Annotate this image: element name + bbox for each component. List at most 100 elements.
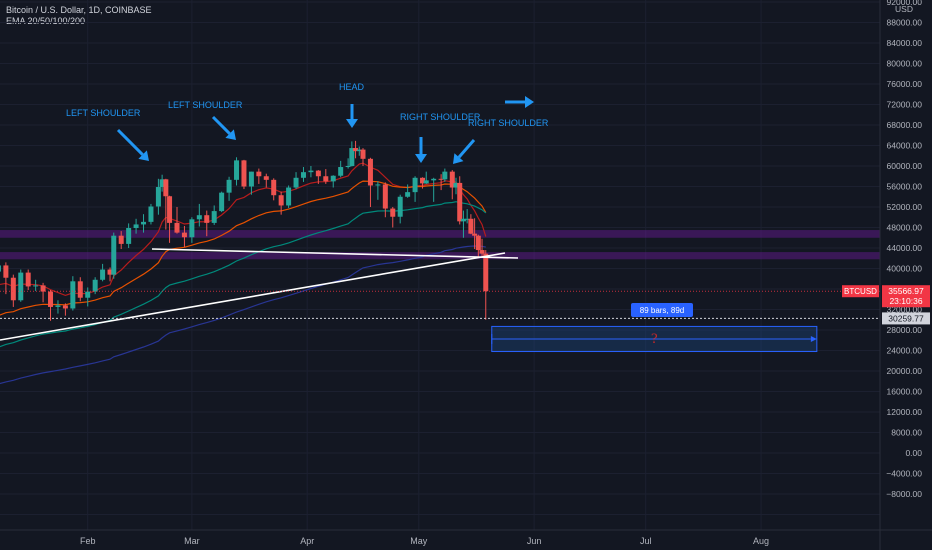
price-tick-label: 52000.00 bbox=[887, 202, 923, 212]
price-tick-label: 48000.00 bbox=[887, 223, 923, 233]
candle-body bbox=[457, 182, 463, 222]
candle-body bbox=[472, 233, 478, 236]
drawings[interactable]: LEFT SHOULDER LEFT SHOULDER HEAD RIGHT SHOU… bbox=[0, 82, 880, 353]
price-tick-label: 60000.00 bbox=[887, 161, 923, 171]
price-tick-label: 76000.00 bbox=[887, 79, 923, 89]
arrow-right-shoulder-2-shaft bbox=[457, 139, 476, 159]
candle-body bbox=[349, 148, 355, 166]
ema100-line bbox=[0, 201, 487, 348]
resistance-zone bbox=[0, 230, 880, 238]
candle-body bbox=[48, 291, 54, 307]
candle-body bbox=[308, 170, 314, 173]
price-tick-label: 24000.00 bbox=[887, 346, 923, 356]
candles bbox=[0, 140, 489, 321]
candle-body bbox=[204, 215, 210, 223]
annotation-label: LEFT SHOULDER bbox=[168, 100, 243, 110]
candle-body bbox=[338, 167, 344, 176]
price-tick-label: 40000.00 bbox=[887, 264, 923, 274]
candle-body bbox=[133, 224, 139, 229]
candle-body bbox=[234, 160, 240, 180]
time-tick-label: Feb bbox=[80, 536, 96, 546]
candle-body bbox=[107, 269, 113, 275]
candle-body bbox=[271, 179, 277, 196]
price-tick-label: 28000.00 bbox=[887, 325, 923, 335]
chart-symbol-title: Bitcoin / U.S. Dollar, 1D, COINBASE bbox=[6, 5, 152, 15]
countdown-tag: 23:10:36 bbox=[889, 296, 922, 306]
candle-body bbox=[286, 187, 292, 206]
ema50-line bbox=[0, 180, 487, 316]
resistance-zones bbox=[0, 230, 880, 260]
price-tick-label: 12000.00 bbox=[887, 407, 923, 417]
symbol-tag-bg bbox=[842, 285, 879, 298]
candle-body bbox=[18, 272, 24, 301]
price-tick-label: −4000.00 bbox=[886, 469, 922, 479]
candle-body bbox=[300, 172, 306, 178]
candle-body bbox=[345, 166, 351, 168]
candle-body bbox=[33, 285, 39, 287]
candle-body bbox=[92, 279, 98, 292]
candle-body bbox=[62, 305, 68, 309]
annotation-label: LEFT SHOULDER bbox=[66, 108, 141, 118]
price-axis-unit: USD bbox=[895, 4, 913, 14]
candle-body bbox=[263, 176, 269, 180]
candle-body bbox=[167, 196, 173, 223]
price-tick-label: 20000.00 bbox=[887, 366, 923, 376]
candle-body bbox=[40, 285, 46, 292]
candle-body bbox=[141, 221, 147, 225]
candle-body bbox=[330, 175, 336, 182]
candle-body bbox=[483, 253, 489, 292]
arrow-right-shoulder-1-head bbox=[415, 154, 427, 163]
candle-body bbox=[256, 171, 262, 177]
candle-body bbox=[356, 149, 362, 152]
annotation-label: RIGHT SHOULDER bbox=[400, 112, 481, 122]
grid bbox=[0, 0, 880, 530]
current-price-tag-bg bbox=[882, 285, 930, 308]
candle-body bbox=[148, 206, 154, 222]
candle-body bbox=[85, 291, 91, 298]
candle-body bbox=[464, 218, 470, 220]
projection-question-mark: ? bbox=[651, 331, 658, 347]
time-tick-label: May bbox=[410, 536, 428, 546]
arrow-left-shoulder-2-shaft bbox=[211, 115, 231, 135]
arrow-right-shoulder-2-head bbox=[453, 153, 464, 164]
candle-body bbox=[211, 211, 217, 223]
annotation-label: RIGHT SHOULDER bbox=[468, 118, 549, 128]
candle-body bbox=[442, 171, 448, 180]
candle-body bbox=[323, 176, 329, 182]
arrow-forward-head bbox=[525, 96, 534, 108]
candle-body bbox=[453, 182, 459, 188]
candle-body bbox=[460, 218, 466, 222]
time-tick-label: Jul bbox=[640, 536, 652, 546]
annotation-label: HEAD bbox=[339, 82, 365, 92]
projection-arrow-head bbox=[810, 335, 817, 342]
price-tick-label: 44000.00 bbox=[887, 243, 923, 253]
arrow-head-head bbox=[346, 119, 358, 128]
indicator-legend: EMA 20/50/100/200 bbox=[6, 16, 86, 26]
candle-body bbox=[0, 265, 1, 272]
candle-body bbox=[278, 195, 284, 206]
candle-body bbox=[77, 281, 83, 298]
candle-body bbox=[159, 179, 165, 188]
price-tick-label: 56000.00 bbox=[887, 182, 923, 192]
candle-body bbox=[189, 219, 195, 238]
price-tick-label: 84000.00 bbox=[887, 38, 923, 48]
candle-body bbox=[468, 218, 474, 234]
candle-body bbox=[55, 305, 61, 307]
projection-bars-label-bg bbox=[631, 303, 693, 317]
arrow-left-shoulder-1-head bbox=[138, 150, 149, 161]
low-price-tag: 30259.77 bbox=[888, 313, 924, 323]
candle-body bbox=[405, 192, 411, 197]
candle-body bbox=[367, 158, 373, 186]
price-tick-label: 72000.00 bbox=[887, 100, 923, 110]
candle-body bbox=[10, 277, 16, 301]
candle-body bbox=[423, 180, 429, 184]
candle-body bbox=[174, 222, 180, 233]
price-tick-label: 8000.00 bbox=[891, 428, 922, 438]
current-price-tag: 35566.97 bbox=[888, 286, 924, 296]
candle-body bbox=[420, 177, 426, 184]
candle-body bbox=[126, 228, 132, 244]
projection-bars-label: 89 bars, 89d bbox=[640, 306, 684, 315]
price-tick-label: 92000.00 bbox=[887, 0, 923, 7]
